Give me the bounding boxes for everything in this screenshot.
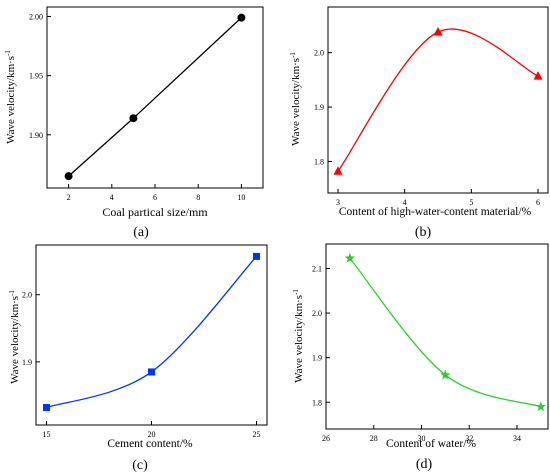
panel-c-ylabel-text: Wave velocity/km·s	[9, 296, 21, 384]
series-line	[68, 17, 242, 177]
x-tick-label: 2	[67, 193, 71, 202]
y-tick-label: 2.00	[29, 12, 43, 21]
panel-b-ticks: 3 4 5 6 1.8 1.9 2.0	[314, 49, 540, 207]
data-point	[333, 166, 343, 175]
panel-c-ticks: 15 20 25 1.9 2.0	[22, 291, 261, 439]
panel-d-ylabel-sup: -1	[292, 289, 300, 295]
panel-c: 15 20 25 1.9 2.0 Cement content/% Wave veloc…	[8, 244, 268, 473]
x-tick-label: 5	[469, 198, 473, 207]
x-tick-label: 6	[153, 193, 157, 202]
y-tick-label: 2.1	[312, 265, 322, 274]
x-tick-label: 28	[370, 434, 378, 443]
y-tick-label: 2.0	[314, 49, 324, 58]
panel-d-series	[344, 252, 547, 412]
data-point	[64, 172, 73, 181]
panel-b-plot-frame	[327, 6, 549, 194]
y-tick-label: 1.90	[29, 131, 43, 140]
data-point	[533, 71, 543, 80]
panel-d-ticks: 26 28 30 32 34 1.8 1.9 2.0 2.1	[312, 265, 521, 443]
panel-b-caption: (b)	[415, 225, 432, 240]
panel-b-series	[333, 27, 543, 175]
panel-a-ylabel-sup: -1	[4, 50, 12, 56]
panel-c-ylabel: Wave velocity/km·s-1	[8, 290, 21, 384]
data-point	[237, 13, 246, 22]
x-tick-label: 26	[322, 434, 330, 443]
y-tick-label: 1.9	[22, 358, 32, 367]
y-tick-label: 1.95	[29, 72, 43, 81]
panel-a-ylabel-text: Wave velocity/km·s	[5, 56, 17, 144]
data-point	[440, 369, 451, 380]
x-tick-label: 4	[403, 198, 407, 207]
panel-b-ylabel: Wave velocity/km·s-1	[289, 52, 302, 146]
panel-d-xlabel: Content of water/%	[386, 438, 476, 450]
x-tick-label: 32	[465, 434, 473, 443]
panel-b-xlabel: Content of high-water-content material/%	[339, 206, 532, 218]
panel-c-plot-frame	[35, 244, 268, 426]
panel-d: 26 28 30 32 34 1.8 1.9 2.0 2.1 Content of water/…	[292, 243, 549, 472]
x-tick-label: 10	[237, 193, 245, 202]
x-tick-label: 25	[253, 430, 261, 439]
series-line	[337, 28, 539, 172]
data-point	[535, 401, 547, 412]
panel-a: 2 4 6 8 10 1.90 1.95 2.00 Coal partical size/mm…	[4, 6, 264, 240]
data-point	[43, 404, 50, 412]
data-point	[433, 27, 443, 36]
x-tick-label: 4	[110, 193, 114, 202]
data-point	[148, 368, 155, 376]
x-tick-label: 34	[513, 434, 521, 443]
panel-b: 3 4 5 6 1.8 1.9 2.0 Content of high-water-cont…	[289, 6, 549, 240]
y-tick-label: 1.9	[312, 354, 322, 363]
x-tick-label: 15	[43, 430, 51, 439]
series-line	[349, 257, 542, 408]
y-tick-label: 2.0	[22, 291, 32, 300]
panel-a-caption: (a)	[133, 225, 149, 240]
panel-a-ylabel: Wave velocity/km·s-1	[4, 50, 17, 144]
panel-d-ylabel-text: Wave velocity/km·s	[293, 295, 305, 383]
x-tick-label: 3	[336, 198, 340, 207]
data-point	[253, 252, 260, 260]
panel-a-series	[64, 13, 246, 181]
panel-c-xlabel: Cement content/%	[107, 438, 193, 450]
panel-d-ylabel: Wave velocity/km·s-1	[292, 289, 305, 383]
data-point	[129, 114, 138, 123]
panel-a-ticks: 2 4 6 8 10 1.90 1.95 2.00	[29, 12, 245, 202]
panel-c-series	[43, 252, 260, 412]
panel-c-ylabel-sup: -1	[8, 290, 16, 296]
y-tick-label: 1.8	[314, 157, 324, 166]
data-point	[344, 252, 356, 263]
x-tick-label: 8	[196, 193, 200, 202]
y-tick-label: 2.0	[312, 309, 322, 318]
panel-c-caption: (c)	[132, 458, 148, 473]
panel-d-plot-frame	[325, 243, 549, 430]
panel-b-ylabel-text: Wave velocity/km·s	[290, 58, 302, 146]
y-tick-label: 1.8	[312, 398, 322, 407]
y-tick-label: 1.9	[314, 103, 324, 112]
series-line	[46, 255, 257, 409]
panel-b-ylabel-sup: -1	[289, 52, 297, 58]
panel-d-caption: (d)	[416, 457, 433, 472]
x-tick-label: 20	[148, 430, 156, 439]
panel-a-xlabel: Coal partical size/mm	[102, 205, 208, 219]
x-tick-label: 30	[417, 434, 425, 443]
x-tick-label: 6	[536, 198, 540, 207]
